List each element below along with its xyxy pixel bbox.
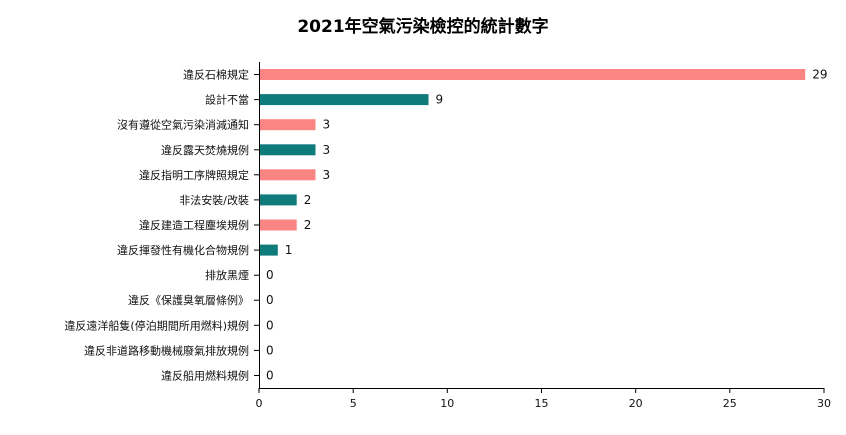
data-label: 0 <box>266 268 274 282</box>
x-tick-label: 25 <box>723 397 737 410</box>
bar <box>259 119 316 131</box>
category-label: 違反指明工序牌照規定 <box>139 168 249 182</box>
bar <box>259 219 297 231</box>
bar <box>259 144 316 156</box>
category-label: 違反建造工程塵埃規例 <box>139 218 249 232</box>
x-tick-label: 10 <box>440 397 454 410</box>
bars-group <box>259 69 806 256</box>
category-label: 排放黑煙 <box>205 268 249 282</box>
bar <box>259 169 316 181</box>
data-label: 0 <box>266 369 274 383</box>
data-label: 3 <box>323 143 331 157</box>
category-label: 違反非道路移動機械廢氣排放規例 <box>84 343 249 357</box>
data-label: 9 <box>436 93 444 107</box>
bar <box>259 94 429 106</box>
data-label: 0 <box>266 343 274 357</box>
category-label: 設計不當 <box>205 93 249 107</box>
data-label: 1 <box>285 243 293 257</box>
data-label: 2 <box>304 193 312 207</box>
category-label: 非法安裝/改裝 <box>179 193 249 207</box>
category-labels-group: 違反石棉規定設計不當沒有遵從空氣污染消減通知違反露天焚燒規例違反指明工序牌照規定… <box>64 68 249 383</box>
data-label: 29 <box>812 68 827 82</box>
data-label: 0 <box>266 293 274 307</box>
category-label: 違反《保護臭氧層條例》 <box>128 293 249 307</box>
data-label: 0 <box>266 318 274 332</box>
data-label: 3 <box>323 168 331 182</box>
category-label: 違反揮發性有機化合物規例 <box>117 243 249 257</box>
x-tick-label: 20 <box>629 397 643 410</box>
x-tick-label: 30 <box>817 397 831 410</box>
bar <box>259 194 297 206</box>
axes-group: 0 5 10 15 20 25 30 <box>254 62 831 410</box>
category-label: 違反遠洋船隻(停泊期間所用燃料)規例 <box>64 318 249 332</box>
bar <box>259 69 806 80</box>
category-label: 違反露天焚燒規例 <box>161 143 249 157</box>
data-label: 2 <box>304 218 312 232</box>
data-label: 3 <box>323 118 331 132</box>
chart-title: 2021年空氣污染檢控的統計數字 <box>297 17 549 37</box>
x-tick-label: 0 <box>256 397 263 410</box>
category-label: 沒有遵從空氣污染消減通知 <box>117 118 249 132</box>
category-label: 違反石棉規定 <box>183 68 249 82</box>
category-label: 違反船用燃料規例 <box>161 369 249 383</box>
x-tick-label: 5 <box>350 397 357 410</box>
x-tick-label: 15 <box>535 397 549 410</box>
bar <box>259 244 278 256</box>
